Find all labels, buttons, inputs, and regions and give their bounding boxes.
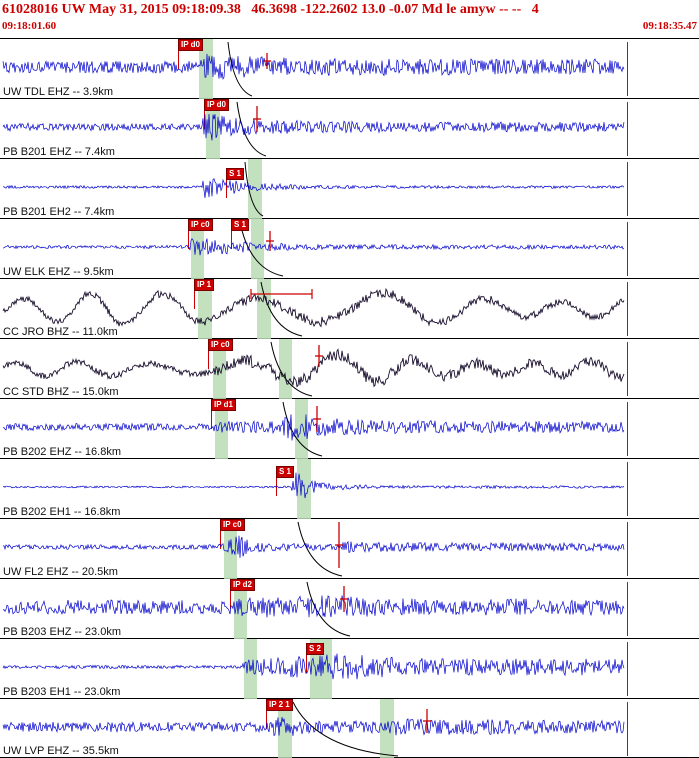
trace-panel-uw-elk-ehz[interactable]: IP c0 S 1 UW ELK EHZ -- 9.5km [0,218,699,279]
trace-label: UW ELK EHZ -- 9.5km [3,266,114,278]
trace-panel-cc-jro-bhz[interactable]: IP 1 CC JRO BHZ -- 11.0km [0,278,699,339]
window-end-time: 09:18:35.47 [642,20,697,32]
trace-label: CC STD BHZ -- 15.0km [3,386,119,398]
pick-flag[interactable]: IP 2 1 [266,699,293,711]
pick-flag[interactable]: IP d0 [204,99,229,111]
trace-label: UW FL2 EHZ -- 20.5km [3,566,118,578]
waveform-plot [2,279,628,339]
pick-flag[interactable]: IP d0 [178,39,203,51]
waveform-plot [2,159,628,219]
trace-panel-pb-b201-ehz[interactable]: IP d0 PB B201 EHZ -- 7.4km [0,98,699,159]
trace-panel-pb-b202-ehz[interactable]: IP d1 PB B202 EHZ -- 16.8km [0,398,699,459]
trace-label: UW LVP EHZ -- 35.5km [3,745,119,757]
window-start-time: 09:18:01.60 [2,20,57,32]
trace-panel-uw-lvp-ehz[interactable]: IP 2 1 UW LVP EHZ -- 35.5km [0,698,699,758]
pick-flag[interactable]: IP c0 [208,339,233,351]
trace-panel-uw-fl2-ehz[interactable]: IP c0 UW FL2 EHZ -- 20.5km [0,518,699,579]
trace-label: PB B201 EH2 -- 7.4km [3,206,115,218]
trace-label: CC JRO BHZ -- 11.0km [3,326,118,338]
pick-flag[interactable]: S 1 [231,219,250,231]
waveform-plot [2,699,628,758]
pick-flag[interactable]: IP d2 [230,579,255,591]
trace-panel-uw-tdl-ehz[interactable]: IP d0 UW TDL EHZ -- 3.9km [0,38,699,99]
trace-panel-cc-std-bhz[interactable]: IP c0 CC STD BHZ -- 15.0km [0,338,699,399]
waveform-plot [2,459,628,519]
trace-label: PB B203 EHZ -- 23.0km [3,626,121,638]
pick-flag[interactable]: S 1 [276,466,295,478]
pick-flag[interactable]: IP c0 [188,219,213,231]
pick-flag[interactable]: IP 1 [194,279,215,291]
waveform-plot [2,99,628,159]
trace-panel-pb-b202-eh1[interactable]: S 1 PB B202 EH1 -- 16.8km [0,458,699,519]
waveform-plot [2,399,628,459]
trace-label: PB B202 EHZ -- 16.8km [3,446,121,458]
waveform-plot [2,579,628,639]
pick-flag[interactable]: IP d1 [211,399,236,411]
trace-panel-pb-b201-eh2[interactable]: S 1 PB B201 EH2 -- 7.4km [0,158,699,219]
waveform-plot [2,339,628,399]
pick-flag[interactable]: IP c0 [220,519,245,531]
time-window-row: 09:18:01.60 09:18:35.47 [0,18,699,34]
trace-label: PB B203 EH1 -- 23.0km [3,686,121,698]
trace-label: UW TDL EHZ -- 3.9km [3,86,114,98]
event-header: 61028016 UW May 31, 2015 09:18:09.38 46.… [0,0,699,38]
event-summary: 61028016 UW May 31, 2015 09:18:09.38 46.… [2,2,539,17]
waveform-plot [2,39,628,99]
waveform-plot [2,219,628,279]
trace-label: PB B201 EHZ -- 7.4km [3,146,115,158]
waveform-plot [2,519,628,579]
trace-panel-pb-b203-eh1[interactable]: S 2 PB B203 EH1 -- 23.0km [0,638,699,699]
pick-flag[interactable]: S 1 [226,168,245,180]
trace-panel-pb-b203-ehz[interactable]: IP d2 PB B203 EHZ -- 23.0km [0,578,699,639]
trace-label: PB B202 EH1 -- 16.8km [3,506,121,518]
pick-flag[interactable]: S 2 [306,643,325,655]
